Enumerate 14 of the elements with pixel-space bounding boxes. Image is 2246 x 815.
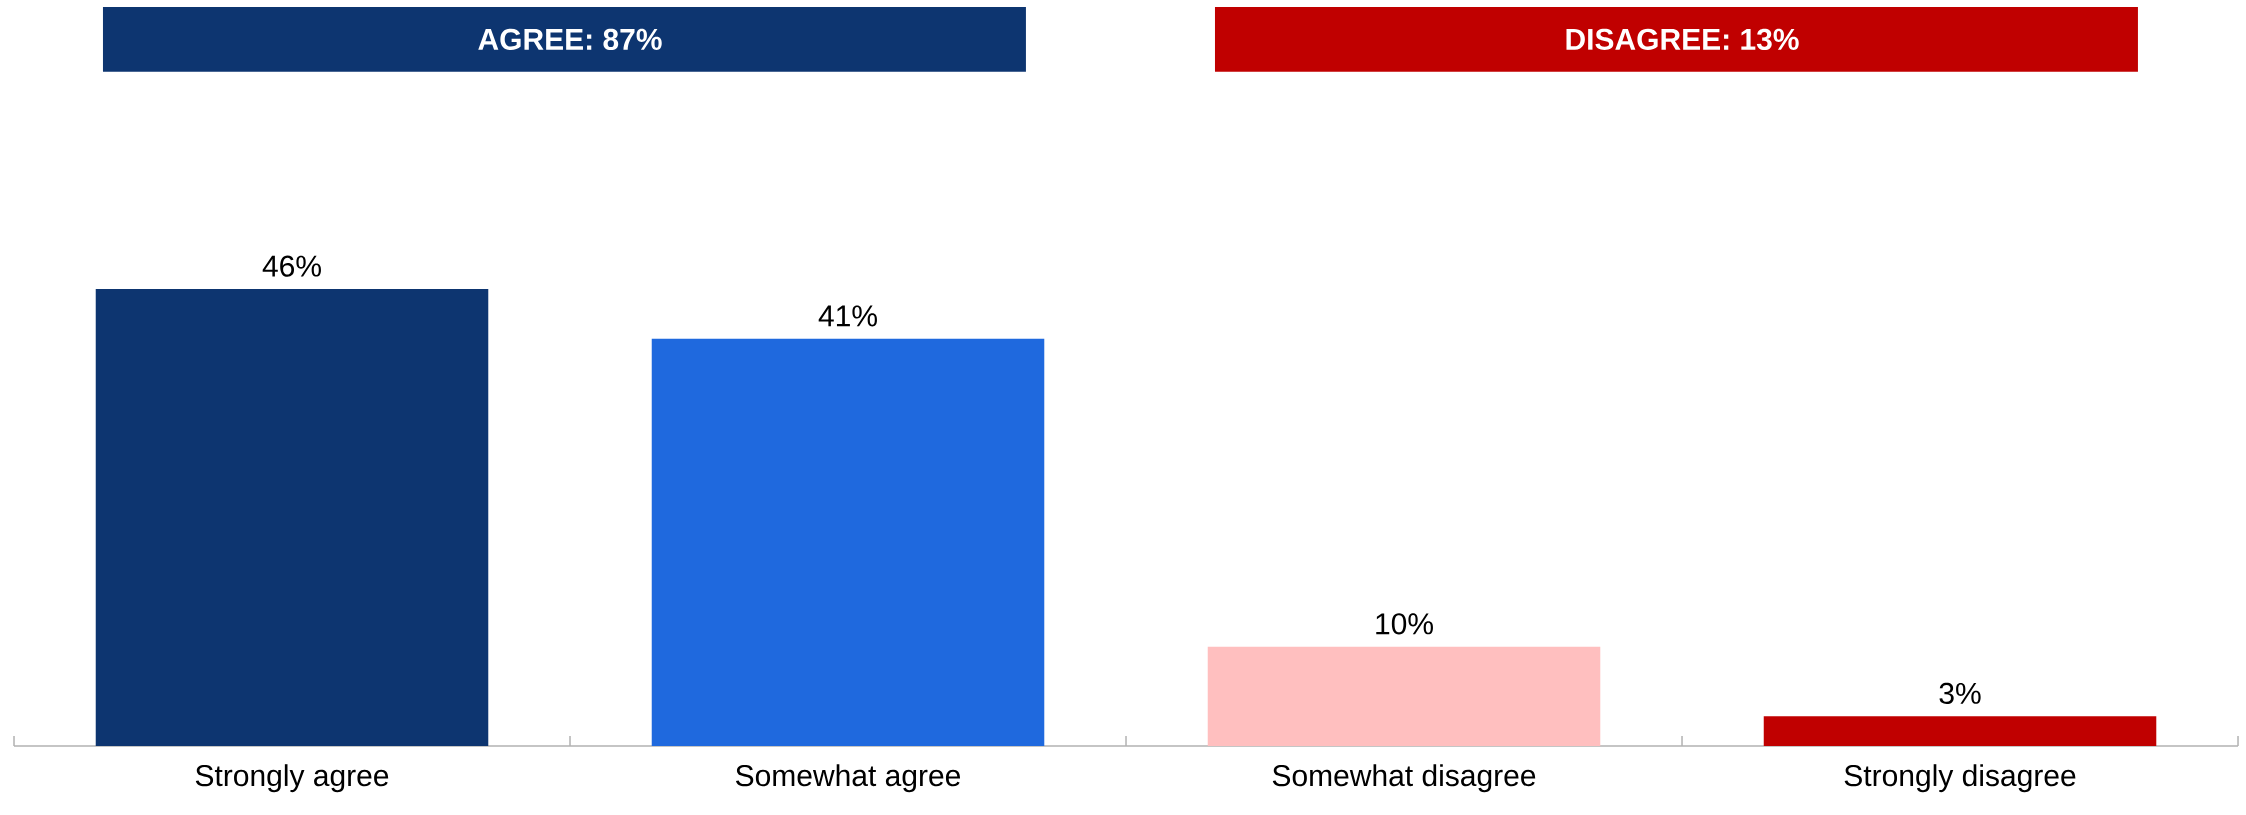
x-tick-label: Somewhat disagree <box>1272 764 1536 793</box>
x-tick-label: Strongly disagree <box>1844 764 2076 793</box>
bar <box>1763 716 2157 746</box>
data-label: 10% <box>1376 613 1433 635</box>
x-tick-label: Strongly agree <box>195 764 389 793</box>
bar <box>95 288 489 746</box>
bar <box>1207 646 1601 746</box>
data-label: 41% <box>818 305 877 327</box>
bar <box>651 338 1045 746</box>
data-label: 3% <box>1939 682 1981 704</box>
x-tick-label: Somewhat agree <box>735 764 961 793</box>
data-label: 46% <box>262 255 321 277</box>
text: DISAGREE: 13% <box>1566 28 1799 50</box>
text: AGREE: 87% <box>478 28 662 50</box>
